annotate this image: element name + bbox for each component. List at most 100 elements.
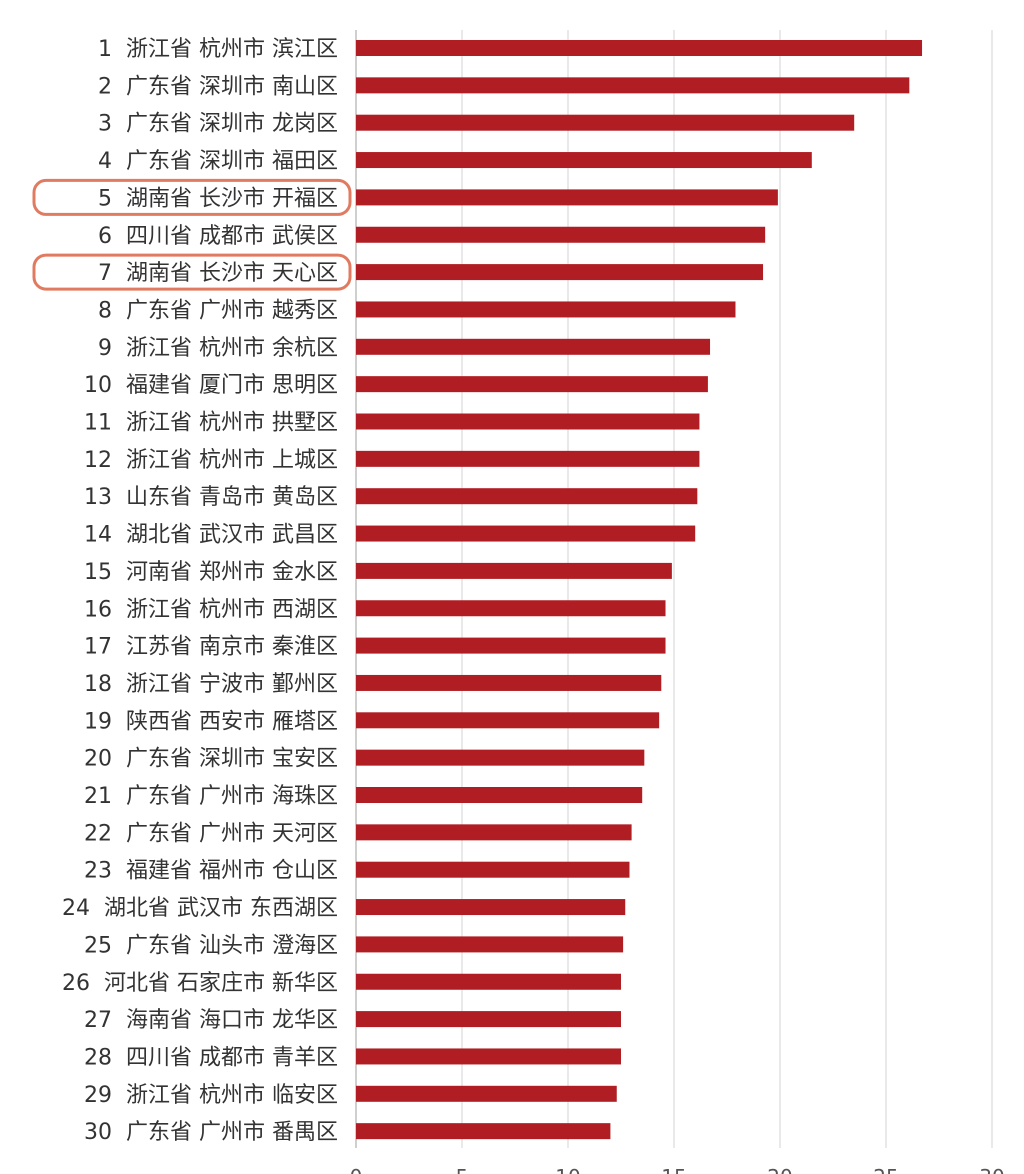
category-label: 广东省 深圳市 福田区 bbox=[126, 149, 338, 174]
bar-21 bbox=[356, 787, 643, 803]
bar-30 bbox=[356, 1123, 611, 1140]
rank-label: 17 bbox=[84, 635, 112, 660]
rank-label: 18 bbox=[84, 672, 112, 697]
bar-11 bbox=[356, 413, 700, 430]
rank-label: 15 bbox=[84, 560, 112, 585]
category-label: 浙江省 杭州市 西湖区 bbox=[126, 597, 338, 622]
rank-label: 29 bbox=[84, 1083, 112, 1108]
rank-label: 10 bbox=[84, 373, 112, 398]
rank-label: 28 bbox=[84, 1045, 112, 1070]
bars bbox=[356, 40, 923, 1140]
category-label: 浙江省 杭州市 拱墅区 bbox=[126, 411, 338, 436]
category-label: 广东省 广州市 天河区 bbox=[126, 821, 338, 846]
category-label: 广东省 广州市 番禺区 bbox=[126, 1120, 338, 1145]
rank-label: 2 bbox=[98, 74, 112, 99]
bar-23 bbox=[356, 861, 630, 878]
bar-15 bbox=[356, 562, 672, 579]
category-label: 广东省 深圳市 龙岗区 bbox=[126, 112, 338, 137]
rank-label: 7 bbox=[98, 261, 112, 286]
x-tick-label: 30 bbox=[979, 1165, 1004, 1174]
category-label: 四川省 成都市 武侯区 bbox=[126, 224, 338, 249]
rank-label: 12 bbox=[84, 448, 112, 473]
bar-7 bbox=[356, 264, 764, 281]
rank-label: 8 bbox=[98, 298, 112, 323]
rank-label: 26 bbox=[62, 971, 90, 996]
bar-1 bbox=[356, 40, 923, 56]
bar-18 bbox=[356, 674, 662, 691]
category-label: 福建省 福州市 仓山区 bbox=[126, 859, 338, 884]
rank-label: 4 bbox=[98, 149, 112, 174]
bar-10 bbox=[356, 376, 708, 393]
category-label: 广东省 汕头市 澄海区 bbox=[126, 933, 338, 958]
bar-3 bbox=[356, 114, 855, 131]
highlight-box-7 bbox=[32, 253, 352, 291]
category-label: 湖南省 长沙市 开福区 bbox=[126, 186, 338, 211]
bar-9 bbox=[356, 338, 711, 355]
x-tick-label: 20 bbox=[767, 1165, 792, 1174]
bar-26 bbox=[356, 973, 621, 990]
bar-6 bbox=[356, 226, 766, 243]
bar-25 bbox=[356, 936, 624, 953]
category-label: 湖南省 长沙市 天心区 bbox=[126, 261, 338, 286]
bar-5 bbox=[356, 189, 778, 206]
category-label: 陕西省 西安市 雁塔区 bbox=[126, 709, 338, 734]
grid-lines bbox=[355, 30, 993, 1148]
rank-label: 16 bbox=[84, 597, 112, 622]
rank-label: 27 bbox=[84, 1008, 112, 1033]
rank-label: 24 bbox=[62, 896, 90, 921]
category-label: 河北省 石家庄市 新华区 bbox=[104, 971, 338, 996]
category-label: 广东省 广州市 越秀区 bbox=[126, 298, 338, 323]
rank-label: 25 bbox=[84, 933, 112, 958]
category-label: 江苏省 南京市 秦淮区 bbox=[126, 635, 338, 660]
bar-2 bbox=[356, 77, 910, 94]
x-axis-ticks: 0 5 10 15 20 25 30 bbox=[350, 1165, 1005, 1174]
bar-4 bbox=[356, 152, 812, 169]
category-label: 河南省 郑州市 金水区 bbox=[126, 560, 338, 585]
rank-label: 3 bbox=[98, 112, 112, 137]
bar-24 bbox=[356, 899, 626, 916]
bar-16 bbox=[356, 600, 666, 617]
rank-label: 1 bbox=[98, 37, 112, 62]
bar-14 bbox=[356, 525, 696, 542]
category-label: 广东省 广州市 海珠区 bbox=[126, 784, 338, 809]
category-label: 湖北省 武汉市 武昌区 bbox=[126, 523, 338, 548]
bar-29 bbox=[356, 1085, 617, 1102]
rank-label: 6 bbox=[98, 224, 112, 249]
category-label: 福建省 厦门市 思明区 bbox=[126, 373, 338, 398]
x-tick-label: 0 bbox=[350, 1165, 363, 1174]
bar-22 bbox=[356, 824, 632, 841]
bar-17 bbox=[356, 637, 666, 654]
rank-label: 11 bbox=[84, 411, 112, 436]
x-tick-label: 5 bbox=[456, 1165, 469, 1174]
category-label: 湖北省 武汉市 东西湖区 bbox=[104, 896, 338, 921]
category-label: 广东省 深圳市 南山区 bbox=[126, 74, 338, 99]
bar-28 bbox=[356, 1048, 621, 1065]
category-label: 浙江省 杭州市 上城区 bbox=[126, 448, 338, 473]
category-label: 浙江省 杭州市 滨江区 bbox=[126, 37, 338, 62]
rank-label: 22 bbox=[84, 821, 112, 846]
rank-label: 20 bbox=[84, 747, 112, 772]
bar-20 bbox=[356, 749, 645, 766]
rank-label: 9 bbox=[98, 336, 112, 361]
highlight-box-5 bbox=[32, 178, 352, 216]
category-label: 浙江省 宁波市 鄞州区 bbox=[126, 672, 338, 697]
rank-label: 13 bbox=[84, 485, 112, 510]
bar-19 bbox=[356, 712, 660, 729]
rank-label: 5 bbox=[98, 186, 112, 211]
category-labels: 浙江省 杭州市 滨江区 1 广东省 深圳市 南山区 2 广东省 深圳市 龙岗区 3 广东省 … bbox=[62, 37, 338, 1145]
x-tick-label: 15 bbox=[661, 1165, 686, 1174]
category-label: 广东省 深圳市 宝安区 bbox=[126, 747, 338, 772]
highlight-boxes bbox=[32, 178, 352, 291]
rank-label: 21 bbox=[84, 784, 112, 809]
category-label: 浙江省 杭州市 余杭区 bbox=[126, 336, 338, 361]
bar-12 bbox=[356, 450, 700, 467]
bar-8 bbox=[356, 301, 736, 318]
category-label: 浙江省 杭州市 临安区 bbox=[126, 1083, 338, 1108]
x-tick-label: 25 bbox=[873, 1165, 898, 1174]
x-tick-label: 10 bbox=[555, 1165, 580, 1174]
rank-label: 30 bbox=[84, 1120, 112, 1145]
category-label: 四川省 成都市 青羊区 bbox=[126, 1045, 338, 1070]
rank-label: 23 bbox=[84, 859, 112, 884]
bar-13 bbox=[356, 488, 698, 505]
